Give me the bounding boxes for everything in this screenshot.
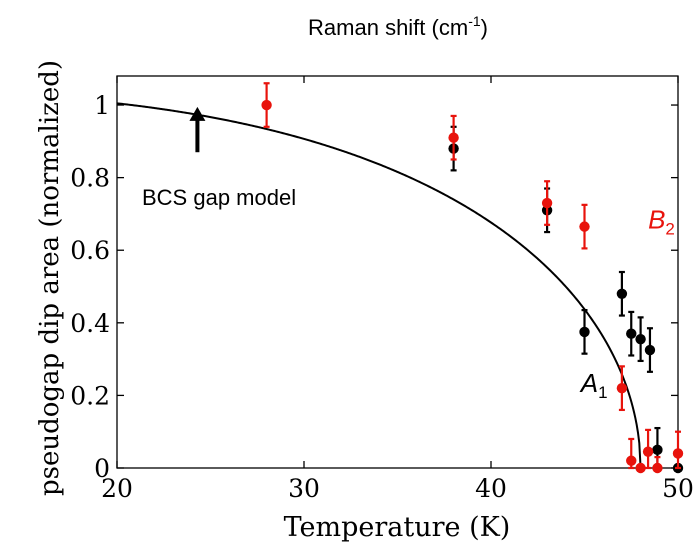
data-point-b2	[635, 462, 646, 474]
data-point-b2	[448, 132, 459, 143]
y-tick-label: 0.8	[70, 164, 110, 193]
y-axis-label: pseudogap dip area (normalized)	[35, 60, 65, 496]
data-point-b2	[652, 462, 663, 474]
chart-title: Raman shift (cm-1)	[308, 13, 488, 40]
x-tick-label: 30	[288, 474, 320, 503]
y-tick-label: 0.2	[70, 381, 110, 410]
data-point-b2	[672, 448, 684, 459]
data-point-a1	[579, 326, 590, 338]
plot-frame	[116, 75, 679, 469]
x-tick-label: 50	[662, 474, 694, 503]
data-point-b2	[261, 99, 272, 111]
model-label: BCS gap model	[142, 185, 296, 210]
data-point-a1	[626, 328, 637, 339]
y-tick-label: 0.4	[70, 309, 110, 338]
axis-ticks	[116, 76, 679, 469]
y-tick-label: 0.6	[70, 236, 110, 265]
data-point-a1	[635, 333, 646, 345]
x-tick-label: 20	[101, 474, 133, 503]
y-tick-label: 0	[94, 454, 110, 483]
y-tick-label: 1	[94, 91, 110, 120]
x-axis-label: Temperature (K)	[284, 512, 511, 543]
data-point-b2	[642, 446, 654, 457]
up-arrow-icon	[189, 106, 206, 121]
data-point-a1	[652, 444, 663, 456]
data-point-b2	[626, 455, 637, 466]
axis-tick-labels: 20 30 40 50 0 0.2 0.4 0.6 0.8 1	[70, 91, 694, 503]
series-label-b2: B2	[648, 204, 675, 238]
data-points	[261, 82, 684, 474]
data-point-b2	[541, 197, 553, 209]
x-tick-label: 40	[475, 474, 507, 503]
bcs-model-curve	[116, 102, 642, 469]
data-point-b2	[579, 221, 590, 232]
data-point-a1	[644, 344, 656, 356]
data-point-b2	[616, 382, 628, 394]
series-label-a1: A1	[579, 368, 608, 402]
data-point-a1	[616, 288, 628, 299]
